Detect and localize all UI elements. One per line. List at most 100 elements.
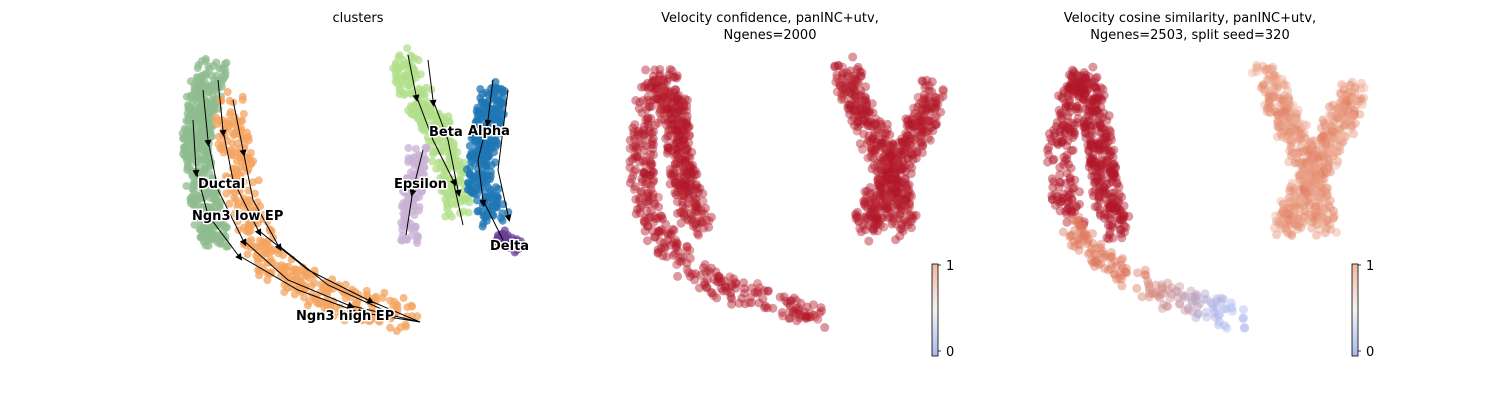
cell-point bbox=[1297, 158, 1307, 167]
cell-point bbox=[1220, 321, 1230, 330]
cell-point bbox=[842, 68, 852, 78]
cell-point bbox=[921, 127, 931, 137]
cell-point bbox=[682, 106, 691, 116]
cell-point bbox=[679, 163, 689, 173]
cell-point bbox=[692, 223, 702, 233]
streamline bbox=[497, 89, 509, 216]
cell-point bbox=[1332, 228, 1342, 237]
cell-point bbox=[1102, 233, 1112, 243]
cell-point bbox=[1263, 102, 1273, 112]
colorbar: 10 bbox=[1351, 259, 1374, 360]
cell-point bbox=[1299, 182, 1309, 192]
cell-point bbox=[1299, 189, 1309, 198]
cell-point bbox=[473, 190, 481, 199]
cell-point bbox=[1088, 96, 1098, 105]
cell-point bbox=[1086, 135, 1096, 145]
cell-point bbox=[882, 159, 892, 169]
cell-point bbox=[787, 296, 796, 305]
panel-velocity-confidence: Velocity confidence, panINC+utv, Ngenes=… bbox=[580, 0, 960, 400]
cell-point bbox=[1105, 203, 1115, 213]
cell-point bbox=[410, 211, 419, 219]
cell-point bbox=[1336, 111, 1345, 121]
cell-point bbox=[853, 62, 863, 72]
cell-point bbox=[1067, 77, 1077, 87]
cell-point bbox=[1143, 279, 1153, 289]
cell-point bbox=[1086, 139, 1096, 149]
cell-point bbox=[867, 134, 877, 144]
cell-point bbox=[1047, 191, 1057, 201]
cell-point bbox=[644, 82, 654, 92]
cell-point bbox=[856, 119, 866, 129]
cell-point bbox=[1066, 231, 1076, 241]
cell-point bbox=[880, 176, 890, 186]
cell-point bbox=[1295, 173, 1305, 183]
cell-point bbox=[670, 177, 680, 187]
cell-point bbox=[1065, 83, 1075, 93]
cell-point bbox=[902, 204, 912, 214]
cell-point bbox=[908, 210, 918, 220]
cell-point bbox=[863, 203, 873, 213]
cell-point bbox=[1288, 126, 1298, 136]
cell-point bbox=[650, 76, 660, 86]
cell-point bbox=[672, 95, 682, 105]
cell-point bbox=[1096, 169, 1106, 179]
cell-point bbox=[920, 94, 930, 103]
cell-point bbox=[670, 102, 680, 112]
cell-point bbox=[1171, 286, 1181, 296]
cell-point bbox=[895, 187, 904, 196]
cell-point bbox=[1282, 123, 1292, 133]
cell-point bbox=[1316, 123, 1326, 133]
cell-point bbox=[1069, 69, 1079, 78]
cell-point bbox=[883, 204, 893, 214]
cell-point bbox=[487, 84, 496, 93]
cell-point bbox=[889, 193, 899, 203]
cell-point bbox=[698, 189, 708, 199]
cell-point bbox=[1092, 258, 1102, 267]
cell-point bbox=[1049, 131, 1059, 141]
cell-point bbox=[1295, 196, 1305, 206]
cell-point bbox=[1062, 81, 1072, 91]
cell-point bbox=[917, 116, 926, 126]
cell-point bbox=[421, 105, 430, 114]
cell-point bbox=[1054, 91, 1063, 101]
cell-point bbox=[1283, 100, 1293, 110]
cell-point bbox=[868, 205, 878, 215]
cell-point bbox=[1310, 160, 1319, 170]
cell-point bbox=[1075, 220, 1085, 230]
cell-point bbox=[675, 159, 685, 169]
cell-point bbox=[669, 250, 678, 260]
cell-point bbox=[1324, 145, 1334, 155]
cell-point bbox=[740, 299, 750, 309]
cell-point bbox=[659, 238, 669, 248]
cell-point bbox=[1092, 72, 1102, 82]
cell-point bbox=[1084, 162, 1094, 172]
cell-point bbox=[870, 188, 880, 197]
cell-point bbox=[856, 86, 866, 96]
cell-point bbox=[865, 137, 875, 147]
cell-point bbox=[685, 180, 695, 190]
cell-point bbox=[1317, 149, 1327, 159]
cell-point bbox=[1333, 104, 1342, 114]
cell-point bbox=[649, 127, 659, 137]
cell-point bbox=[907, 150, 917, 159]
cell-point bbox=[696, 205, 706, 215]
cell-point bbox=[1274, 218, 1284, 228]
cell-point bbox=[1117, 192, 1127, 202]
cell-point bbox=[872, 213, 882, 223]
cell-point bbox=[901, 185, 911, 195]
cell-point bbox=[1081, 122, 1091, 132]
cell-point bbox=[673, 152, 683, 162]
cell-point bbox=[1287, 203, 1296, 213]
cell-point bbox=[1309, 151, 1319, 161]
cell-point bbox=[1304, 216, 1314, 226]
cell-point bbox=[883, 153, 893, 163]
cell-point bbox=[667, 106, 677, 116]
cell-point bbox=[1092, 88, 1102, 98]
cell-point bbox=[1111, 197, 1121, 207]
cell-point bbox=[1062, 141, 1072, 151]
cell-point bbox=[1325, 203, 1335, 213]
cell-point bbox=[746, 292, 756, 302]
cell-point bbox=[1109, 199, 1119, 209]
cell-point bbox=[1078, 229, 1088, 239]
cell-point bbox=[846, 103, 856, 113]
